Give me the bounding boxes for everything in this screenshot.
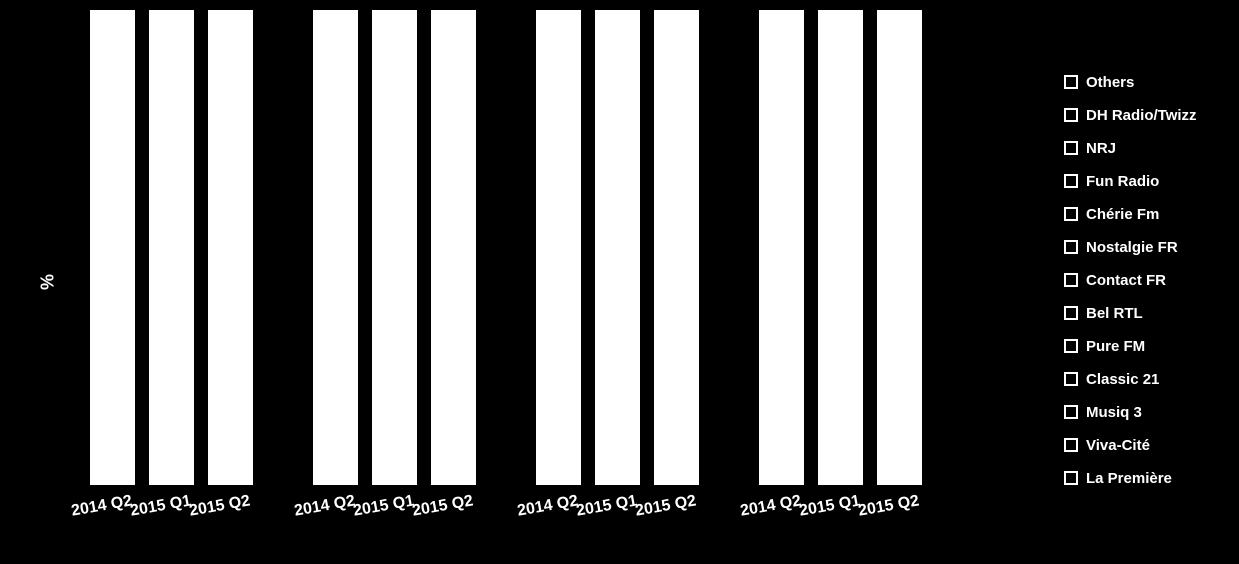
bar [818, 10, 863, 485]
x-tick-label: 2015 Q2 [188, 492, 252, 520]
bar [536, 10, 581, 485]
legend-item: NRJ [1064, 134, 1229, 162]
legend-item: Viva-Cité [1064, 431, 1229, 459]
legend-item: Nostalgie FR [1064, 233, 1229, 261]
legend-item: Chérie Fm [1064, 200, 1229, 228]
legend-swatch [1064, 273, 1078, 287]
bar [149, 10, 194, 485]
legend-swatch [1064, 174, 1078, 188]
legend-item: Pure FM [1064, 332, 1229, 360]
legend-item: Fun Radio [1064, 167, 1229, 195]
legend-swatch [1064, 471, 1078, 485]
x-tick-label: 2014 Q2 [70, 492, 134, 520]
legend: Others DH Radio/Twizz NRJ Fun Radio Chérie F… [1064, 68, 1229, 497]
x-tick-label: 2014 Q2 [739, 492, 803, 520]
chart-root: % 2014 Q22015 Q12015 Q22014 Q22015 Q1201… [0, 0, 1239, 564]
legend-item: Contact FR [1064, 266, 1229, 294]
legend-swatch [1064, 372, 1078, 386]
legend-swatch [1064, 306, 1078, 320]
bar [431, 10, 476, 485]
x-tick-label: 2015 Q2 [411, 492, 475, 520]
bar [208, 10, 253, 485]
legend-label: Chérie Fm [1086, 206, 1159, 223]
legend-swatch [1064, 207, 1078, 221]
legend-label: Musiq 3 [1086, 404, 1142, 421]
legend-label: DH Radio/Twizz [1086, 107, 1197, 124]
x-tick-label: 2015 Q2 [634, 492, 698, 520]
legend-label: Viva-Cité [1086, 437, 1150, 454]
legend-label: Others [1086, 74, 1134, 91]
x-tick-label: 2014 Q2 [293, 492, 357, 520]
legend-swatch [1064, 438, 1078, 452]
legend-swatch [1064, 75, 1078, 89]
legend-swatch [1064, 339, 1078, 353]
x-tick-label: 2015 Q1 [575, 492, 639, 520]
bar [595, 10, 640, 485]
legend-label: Pure FM [1086, 338, 1145, 355]
bar [313, 10, 358, 485]
x-tick-label: 2015 Q1 [352, 492, 416, 520]
bar [759, 10, 804, 485]
bar [654, 10, 699, 485]
y-axis-label: % [38, 274, 59, 290]
x-tick-label: 2015 Q1 [798, 492, 862, 520]
legend-label: Classic 21 [1086, 371, 1159, 388]
x-tick-label: 2014 Q2 [516, 492, 580, 520]
legend-item: La Première [1064, 464, 1229, 492]
legend-swatch [1064, 108, 1078, 122]
legend-item: Classic 21 [1064, 365, 1229, 393]
x-tick-label: 2015 Q2 [857, 492, 921, 520]
legend-item: DH Radio/Twizz [1064, 101, 1229, 129]
legend-label: Contact FR [1086, 272, 1166, 289]
bar [90, 10, 135, 485]
legend-label: Bel RTL [1086, 305, 1143, 322]
bar [877, 10, 922, 485]
legend-swatch [1064, 405, 1078, 419]
bar [372, 10, 417, 485]
legend-label: Nostalgie FR [1086, 239, 1178, 256]
legend-label: Fun Radio [1086, 173, 1159, 190]
legend-swatch [1064, 240, 1078, 254]
legend-label: NRJ [1086, 140, 1116, 157]
x-tick-label: 2015 Q1 [129, 492, 193, 520]
legend-item: Musiq 3 [1064, 398, 1229, 426]
legend-swatch [1064, 141, 1078, 155]
legend-label: La Première [1086, 470, 1172, 487]
legend-item: Bel RTL [1064, 299, 1229, 327]
legend-item: Others [1064, 68, 1229, 96]
plot-area: 2014 Q22015 Q12015 Q22014 Q22015 Q12015 … [78, 10, 1045, 485]
